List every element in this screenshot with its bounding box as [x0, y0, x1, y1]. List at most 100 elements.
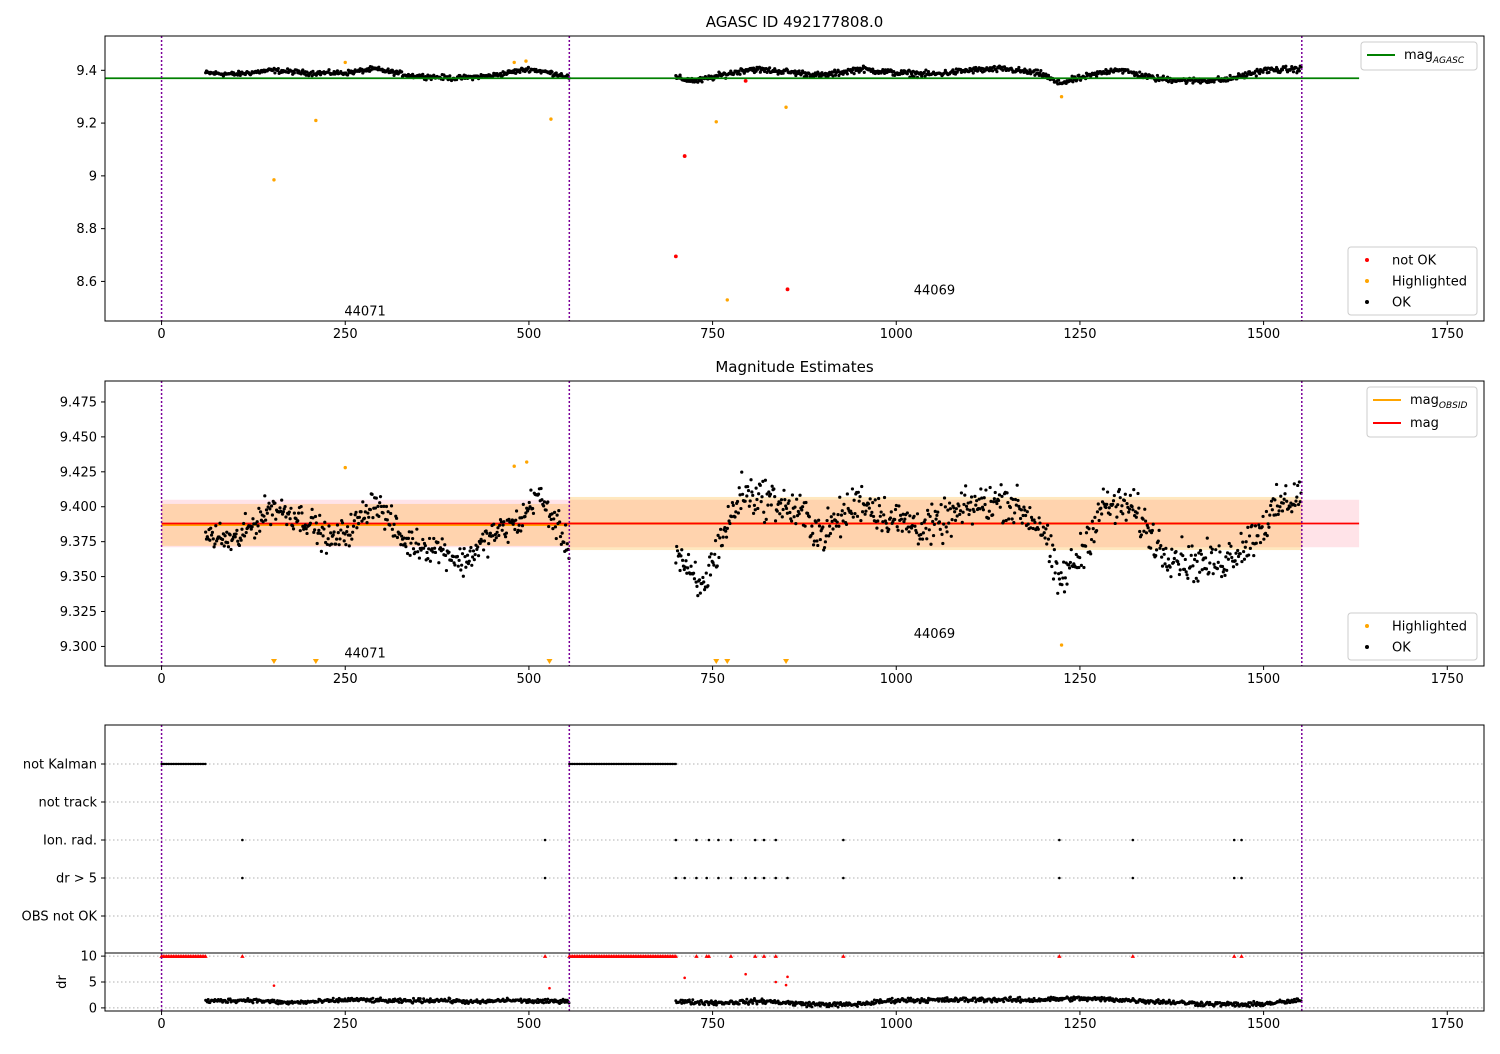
ok-point: [258, 529, 262, 533]
ok-point: [964, 484, 968, 488]
ok-point: [289, 506, 293, 510]
flag-point: [571, 762, 574, 766]
ok-point: [1261, 514, 1265, 519]
ok-point: [928, 514, 932, 519]
ok-point: [1186, 576, 1190, 580]
ok-point: [357, 515, 362, 519]
ok-point: [678, 568, 682, 573]
ok-point: [884, 521, 888, 525]
legend-label: OK: [1392, 296, 1411, 311]
ok-point: [1165, 565, 1169, 569]
dr-capped-marker: [694, 954, 699, 958]
ok-point: [721, 535, 725, 539]
ok-point: [822, 545, 827, 550]
ok-point: [785, 511, 789, 515]
ok-point: [706, 584, 710, 588]
ok-point: [880, 529, 884, 533]
flag-point: [600, 762, 603, 766]
ok-point: [352, 519, 356, 523]
ok-point: [463, 554, 467, 559]
ok-point: [1061, 576, 1065, 580]
ok-point: [563, 523, 568, 527]
ok-point: [1276, 512, 1280, 516]
ok-point: [1090, 519, 1094, 523]
flag-point: [598, 762, 601, 766]
ok-point: [920, 521, 924, 526]
ok-point: [867, 506, 871, 510]
flag-point: [632, 762, 635, 766]
ok-point: [713, 539, 718, 543]
flag-point: [842, 838, 845, 842]
ok-point: [947, 521, 951, 525]
ok-point: [304, 527, 308, 531]
ok-point: [968, 508, 972, 512]
ok-point: [514, 509, 519, 513]
ok-point: [313, 528, 317, 532]
ok-point: [393, 534, 397, 538]
ok-point: [978, 507, 982, 511]
ok-point: [1067, 566, 1072, 570]
ok-point: [793, 69, 797, 73]
x-tick-label: 0: [157, 327, 165, 342]
panel-4-points: [159, 954, 1303, 1009]
ok-point: [557, 509, 561, 513]
ok-point: [980, 505, 985, 509]
ok-point: [1176, 562, 1181, 566]
ok-point: [1267, 70, 1271, 74]
ok-point: [1026, 522, 1030, 526]
ok-point: [539, 486, 543, 491]
ok-point: [310, 507, 314, 511]
ok-point: [870, 510, 874, 514]
ok-point: [281, 510, 285, 514]
ok-point: [743, 499, 747, 503]
ok-point: [430, 547, 434, 551]
ok-point: [816, 543, 820, 548]
ok-point: [769, 503, 773, 507]
flag-point: [579, 762, 583, 766]
ok-point: [492, 522, 496, 526]
ok-point: [443, 553, 448, 558]
ok-point: [878, 514, 882, 518]
dr-point: [698, 1002, 702, 1006]
ok-point: [740, 470, 744, 474]
flag-point: [601, 762, 605, 766]
ok-point: [1062, 590, 1067, 594]
ok-point: [222, 544, 226, 548]
ok-point: [498, 71, 503, 76]
ok-point: [517, 523, 521, 527]
ok-point: [1214, 548, 1218, 552]
ok-point: [1178, 568, 1182, 572]
ok-point: [1052, 548, 1056, 552]
ok-point: [1097, 518, 1101, 523]
flag-point: [583, 762, 586, 766]
ok-point: [1079, 563, 1083, 567]
x-tick-label: 1000: [880, 327, 913, 342]
dr-large-point: [744, 972, 747, 976]
ok-point: [1008, 505, 1013, 510]
ok-point: [1095, 529, 1099, 533]
ok-point: [915, 531, 919, 535]
ok-point: [681, 558, 685, 562]
panel-2-frame: [104, 380, 1485, 667]
dr-capped-marker: [1130, 954, 1136, 958]
flag-point: [590, 762, 593, 766]
legend-label: Highlighted: [1392, 620, 1467, 635]
dr-point: [446, 999, 450, 1003]
panel-2-points: [204, 460, 1303, 664]
ok-point: [467, 559, 471, 563]
ok-point: [805, 74, 809, 78]
ok-point: [1031, 526, 1035, 531]
flag-point: [543, 838, 547, 842]
ok-point: [317, 528, 321, 532]
dr-large-point: [548, 986, 551, 990]
ok-point: [931, 533, 936, 538]
flag-point: [667, 762, 671, 766]
ok-point: [1093, 515, 1097, 519]
ok-point: [526, 65, 530, 69]
ok-point: [998, 505, 1002, 509]
ok-point: [497, 533, 501, 538]
ok-point: [394, 516, 399, 520]
ok-point: [405, 551, 410, 556]
flag-point: [650, 762, 654, 766]
dr-large-point: [784, 983, 788, 987]
